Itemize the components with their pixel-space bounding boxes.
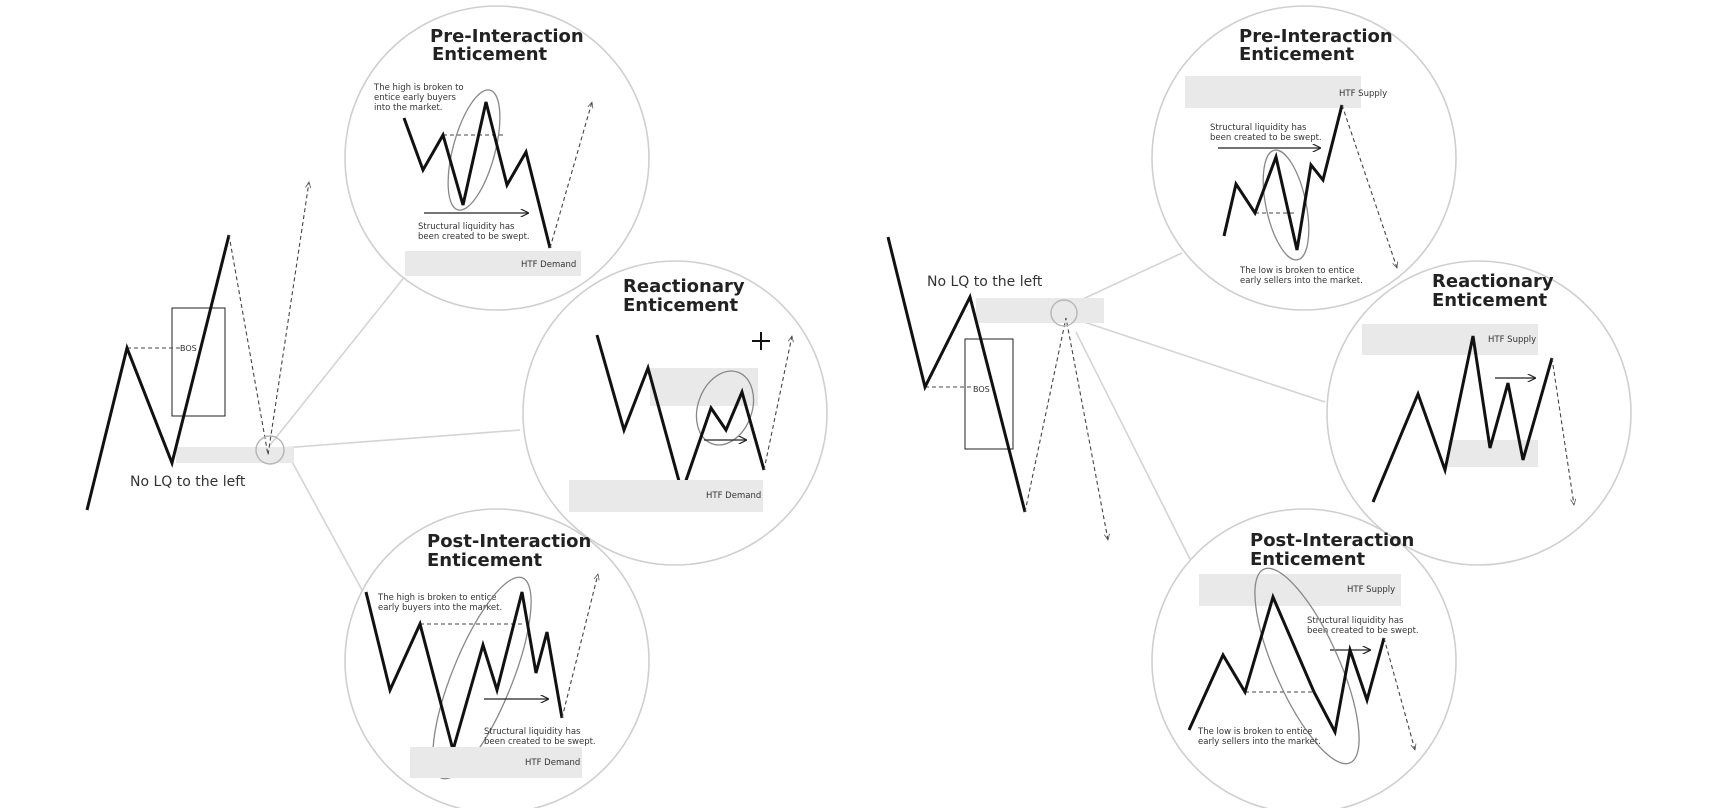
reactionary-subtitle-left: Enticement — [623, 295, 739, 316]
connector-post-right — [1076, 332, 1194, 567]
post-interaction-subtitle-right: Enticement — [1250, 549, 1366, 570]
right-diagram: BOS No LQ to the left Pre-Interaction En… — [888, 6, 1631, 808]
reactionary-panel-right: Reactionary Enticement HTF Supply — [1327, 261, 1631, 565]
no-lq-label-left: No LQ to the left — [130, 474, 246, 490]
pre-zone-label-left: HTF Demand — [521, 260, 576, 270]
projection-main-right — [1025, 318, 1108, 540]
bos-label-right: BOS — [973, 385, 990, 394]
connector-pre-left — [270, 275, 406, 445]
post-zone-label-left: HTF Demand — [525, 758, 580, 768]
pre-interaction-panel-left: Pre-Interaction Enticement The high is b… — [345, 6, 649, 310]
post-interaction-panel-right: Post-Interaction Enticement HTF Supply S… — [1152, 509, 1456, 808]
reactionary-title-left: Reactionary — [623, 276, 745, 297]
connector-reactionary-right — [1078, 320, 1325, 402]
post-liquidity-note-right: Structural liquidity has been created to… — [1307, 616, 1419, 636]
pre-interaction-panel-right: Pre-Interaction Enticement HTF Supply St… — [1152, 6, 1456, 310]
pre-interaction-subtitle-right: Enticement — [1239, 44, 1355, 65]
price-path-main-left — [87, 235, 229, 510]
reactionary-zone-label-left: HTF Demand — [706, 491, 761, 501]
pre-liquidity-note-left: Structural liquidity has been created to… — [418, 222, 530, 242]
reactionary-zone-label-right: HTF Supply — [1488, 335, 1536, 345]
pre-note-right: The low is broken to entice early seller… — [1239, 266, 1363, 286]
pre-liquidity-note-right: Structural liquidity has been created to… — [1210, 123, 1322, 143]
reactionary-subtitle-right: Enticement — [1432, 290, 1548, 311]
post-zone-label-right: HTF Supply — [1347, 585, 1395, 595]
post-interaction-subtitle-left: Enticement — [427, 550, 543, 571]
post-interaction-title-right: Post-Interaction — [1250, 530, 1414, 551]
connector-reactionary-left — [283, 430, 520, 448]
connector-post-left — [290, 458, 362, 590]
post-interaction-title-left: Post-Interaction — [427, 531, 591, 552]
no-lq-label-right: No LQ to the left — [927, 274, 1043, 290]
connector-pre-right — [1070, 253, 1182, 305]
post-interaction-panel-left: Post-Interaction Enticement The high is … — [345, 509, 649, 808]
bos-label-left: BOS — [180, 344, 197, 353]
reactionary-panel-left: Reactionary Enticement HTF Demand — [523, 261, 827, 565]
supply-zone-main-right — [976, 298, 1104, 323]
pre-interaction-subtitle-left: Enticement — [432, 44, 548, 65]
reactionary-title-right: Reactionary — [1432, 271, 1554, 292]
left-diagram: BOS No LQ to the left Pre-Interaction En… — [87, 6, 827, 808]
projection-main-left — [229, 182, 309, 455]
post-note-right: The low is broken to entice early seller… — [1197, 727, 1321, 747]
pre-zone-label-right: HTF Supply — [1339, 89, 1387, 99]
demand-zone-main-left — [176, 447, 294, 463]
post-liquidity-note-left: Structural liquidity has been created to… — [484, 727, 596, 747]
pre-supply-zone-right — [1185, 76, 1361, 108]
